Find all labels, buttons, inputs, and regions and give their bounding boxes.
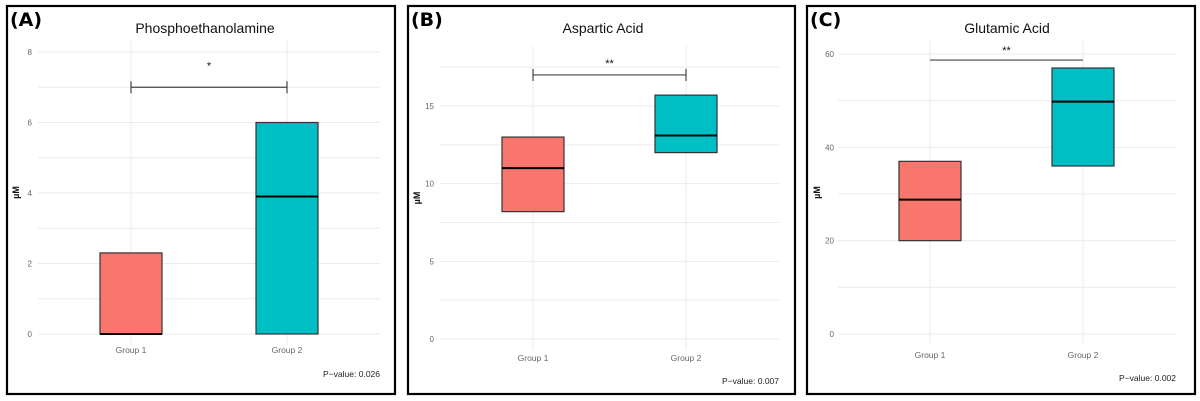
box-2 [654,94,718,154]
x-tick-label: Group 2 [671,353,702,363]
y-tick-label: 2 [28,260,33,269]
significance-label: ** [605,58,614,70]
y-tick-label: 8 [28,48,33,57]
significance-label: ** [1002,45,1011,57]
panel-frame [406,4,797,396]
y-tick-label: 0 [830,330,835,339]
x-tick-label: Group 1 [116,345,147,355]
panel-a: 0 2 4 6 8 Group 1 Group 2 * (A) Phosphoethanolami… [5,4,397,396]
chart-title: Aspartic Acid [563,20,644,36]
panel-frame [805,4,1197,396]
p-value-label: P−value: 0.007 [722,376,779,386]
panel-b: 0 5 10 15 Group 1 Group 2 ** (B) Aspartic Acid µM… [406,4,797,396]
y-tick-label: 4 [28,189,33,198]
x-tick-label: Group 1 [915,350,946,360]
p-value-label: P−value: 0.026 [323,369,380,379]
y-tick-label: 6 [28,119,33,128]
chart-title: Phosphoethanolamine [135,20,275,36]
y-tick-label: 0 [28,330,33,339]
box-1 [501,136,565,213]
box-1 [898,160,962,242]
box-1 [99,252,163,335]
x-tick-label: Group 1 [518,353,549,363]
x-tick-label: Group 2 [1068,350,1099,360]
y-tick-label: 60 [825,50,834,59]
y-tick-label: 5 [430,257,435,266]
y-axis-label: µM [812,186,822,199]
significance-label: * [207,60,212,72]
y-tick-label: 40 [825,143,834,152]
panel-frame [5,4,397,396]
y-tick-label: 20 [825,237,834,246]
chart-title: Glutamic Acid [964,20,1050,36]
panel-label: (C) [810,9,841,31]
box-2 [1051,67,1115,167]
y-axis-label: µM [412,192,422,205]
panel-c: 0 20 40 60 Group 1 Group 2 ** (C) Glutamic Acid µ… [805,4,1197,396]
box-2 [255,121,319,335]
panel-label: (A) [10,9,42,31]
y-axis-label: µM [11,186,21,199]
p-value-label: P−value: 0.002 [1119,373,1176,383]
y-tick-label: 0 [430,335,435,344]
panel-label: (B) [411,9,443,31]
y-tick-label: 15 [425,102,434,111]
y-tick-label: 10 [425,180,434,189]
x-tick-label: Group 2 [272,345,303,355]
